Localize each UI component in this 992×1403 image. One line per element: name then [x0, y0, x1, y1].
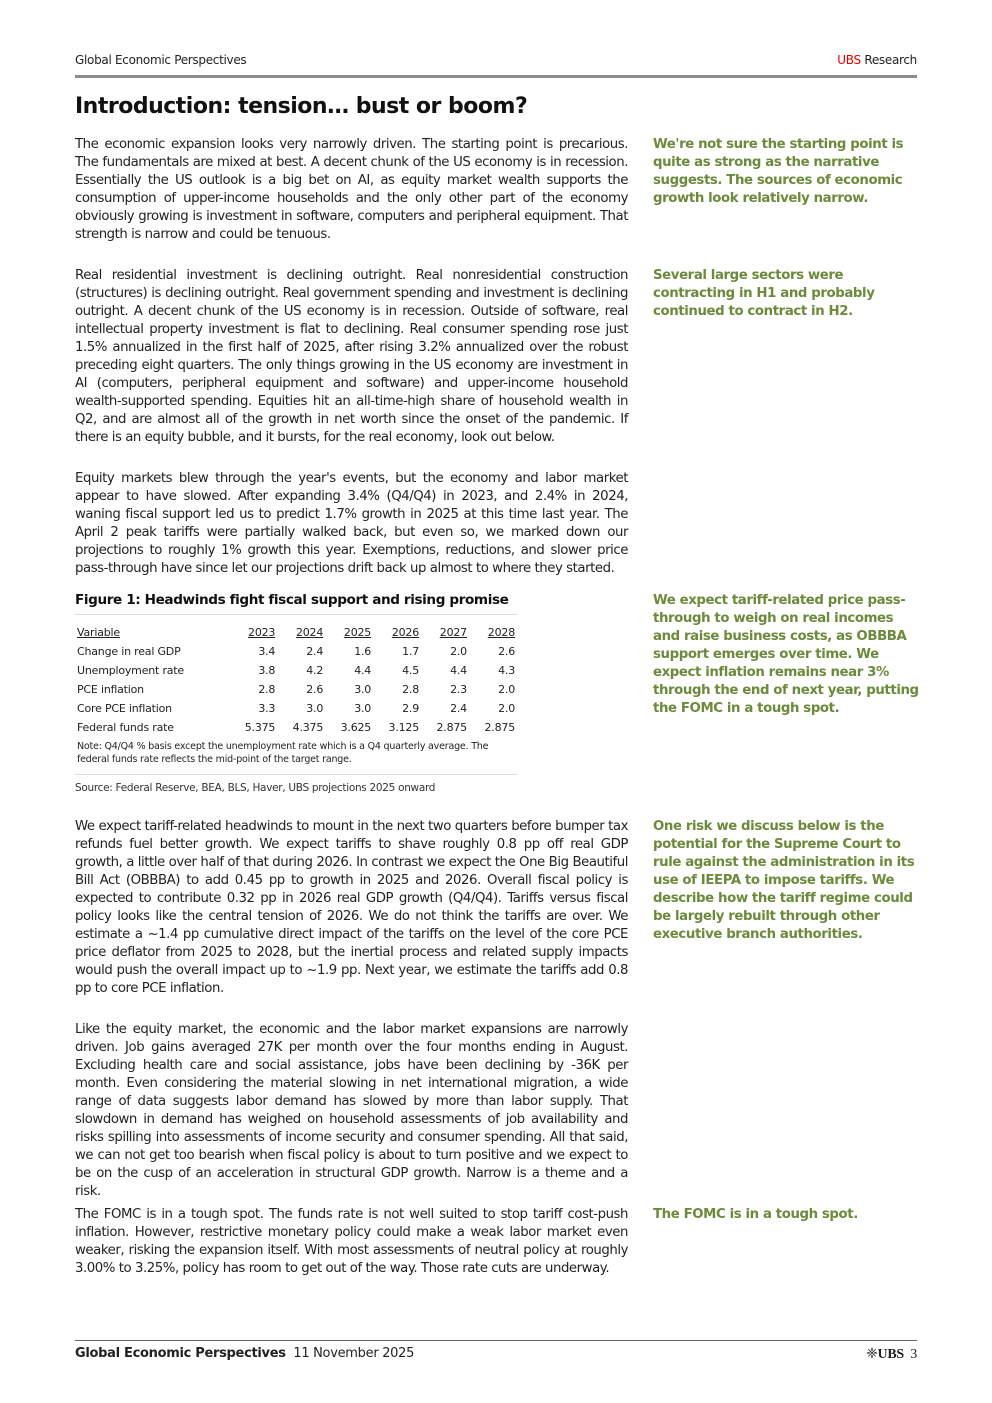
table-cell: 3.125 — [388, 721, 420, 734]
ubs-keys-icon: ❈ — [866, 1347, 878, 1362]
row-label: Federal funds rate — [77, 721, 174, 734]
header-rule — [75, 75, 917, 78]
paragraph: The economic expansion looks very narrow… — [75, 137, 628, 242]
table-header-row: Variable 2023 2024 2025 2026 2027 2028 — [75, 623, 517, 642]
table-cell: 2.8 — [402, 683, 420, 696]
table-row: Core PCE inflation 3.3 3.0 3.0 2.9 2.4 2.0 — [75, 699, 517, 718]
table-cell: 2.6 — [498, 645, 515, 658]
column-header: 2023 — [248, 626, 276, 639]
table-row: PCE inflation 2.8 2.6 3.0 2.8 2.3 2.0 — [75, 680, 517, 699]
table-cell: 3.0 — [306, 702, 324, 715]
table-cell: 4.4 — [450, 664, 467, 677]
figure-source: Source: Federal Reserve, BEA, BLS, Haver… — [75, 782, 436, 794]
sidenote: One risk we discuss below is the potenti… — [653, 819, 915, 942]
header-publication: Global Economic Perspectives — [75, 53, 247, 67]
table-cell: 4.2 — [306, 664, 324, 677]
paragraph: Real residential investment is declining… — [75, 268, 628, 445]
paragraph: Like the equity market, the economic and… — [75, 1022, 628, 1199]
column-header: 2028 — [487, 626, 515, 639]
sidenote: The FOMC is in a tough spot. — [653, 1207, 858, 1222]
figure-table: Variable 2023 2024 2025 2026 2027 2028 Change … — [75, 623, 517, 737]
table-cell: 2.4 — [306, 645, 324, 658]
table-cell: 3.625 — [340, 721, 372, 734]
footer-left: Global Economic Perspectives 11 November… — [75, 1346, 414, 1361]
table-row: Federal funds rate 5.375 4.375 3.625 3.125 2.… — [75, 718, 517, 737]
table-cell: 1.6 — [354, 645, 372, 658]
footer-logo: UBS — [877, 1347, 905, 1362]
table-cell: 4.5 — [402, 664, 420, 677]
footer-date: 11 November 2025 — [293, 1346, 415, 1361]
table-cell: 5.375 — [244, 721, 276, 734]
table-cell: 2.0 — [498, 683, 515, 696]
table-cell: 1.7 — [402, 645, 420, 658]
table-cell: 3.3 — [258, 702, 276, 715]
table-cell: 4.375 — [292, 721, 324, 734]
table-row: Unemployment rate 3.8 4.2 4.4 4.5 4.4 4.3 — [75, 661, 517, 680]
column-header: 2024 — [295, 626, 324, 639]
table-cell: 2.9 — [402, 702, 420, 715]
row-label: PCE inflation — [77, 683, 144, 696]
column-header: 2027 — [439, 626, 467, 639]
table-cell: 4.3 — [498, 664, 515, 677]
paragraph: We expect tariff-related headwinds to mo… — [75, 819, 628, 996]
row-label: Core PCE inflation — [77, 702, 172, 715]
header-brand: UBS Research — [837, 53, 917, 67]
sidenote: We expect tariff-related price pass-thro… — [653, 593, 919, 716]
brand-ubs: UBS — [837, 53, 861, 67]
brand-research: Research — [860, 53, 917, 67]
footer-rule — [75, 1340, 917, 1341]
page-title: Introduction: tension… bust or boom? — [75, 94, 528, 119]
table-cell: 3.4 — [258, 645, 276, 658]
figure-bottom-rule — [75, 774, 517, 775]
table-cell: 4.4 — [354, 664, 372, 677]
table-cell: 2.8 — [258, 683, 276, 696]
table-cell: 2.4 — [450, 702, 467, 715]
row-label: Change in real GDP — [77, 645, 181, 658]
page-number: 3 — [910, 1347, 917, 1362]
table-cell: 2.875 — [436, 721, 467, 734]
table-cell: 3.8 — [258, 664, 276, 677]
column-header: 2026 — [391, 626, 420, 639]
row-label: Unemployment rate — [77, 664, 184, 677]
paragraph: Equity markets blew through the year's e… — [75, 471, 628, 576]
table-cell: 3.0 — [354, 683, 372, 696]
table-row: Change in real GDP 3.4 2.4 1.6 1.7 2.0 2.6 — [75, 642, 517, 661]
sidenote: Several large sectors were contracting i… — [653, 268, 875, 319]
figure-title: Figure 1: Headwinds fight fiscal support… — [75, 592, 509, 608]
table-cell: 2.875 — [484, 721, 516, 734]
table-cell: 2.6 — [306, 683, 324, 696]
figure-top-rule — [75, 614, 517, 615]
figure-note: Note: Q4/Q4 % basis except the unemploym… — [77, 741, 489, 765]
paragraph: The FOMC is in a tough spot. The funds r… — [75, 1207, 628, 1276]
column-header: 2025 — [343, 626, 372, 639]
footer-right: ❈UBS 3 — [866, 1346, 917, 1363]
table-cell: 2.0 — [498, 702, 515, 715]
table-cell: 2.3 — [450, 683, 467, 696]
column-header: Variable — [77, 626, 120, 639]
sidenote: We're not sure the starting point is qui… — [653, 137, 904, 206]
table-cell: 3.0 — [354, 702, 372, 715]
table-cell: 2.0 — [450, 645, 467, 658]
footer-publication: Global Economic Perspectives — [75, 1346, 286, 1361]
